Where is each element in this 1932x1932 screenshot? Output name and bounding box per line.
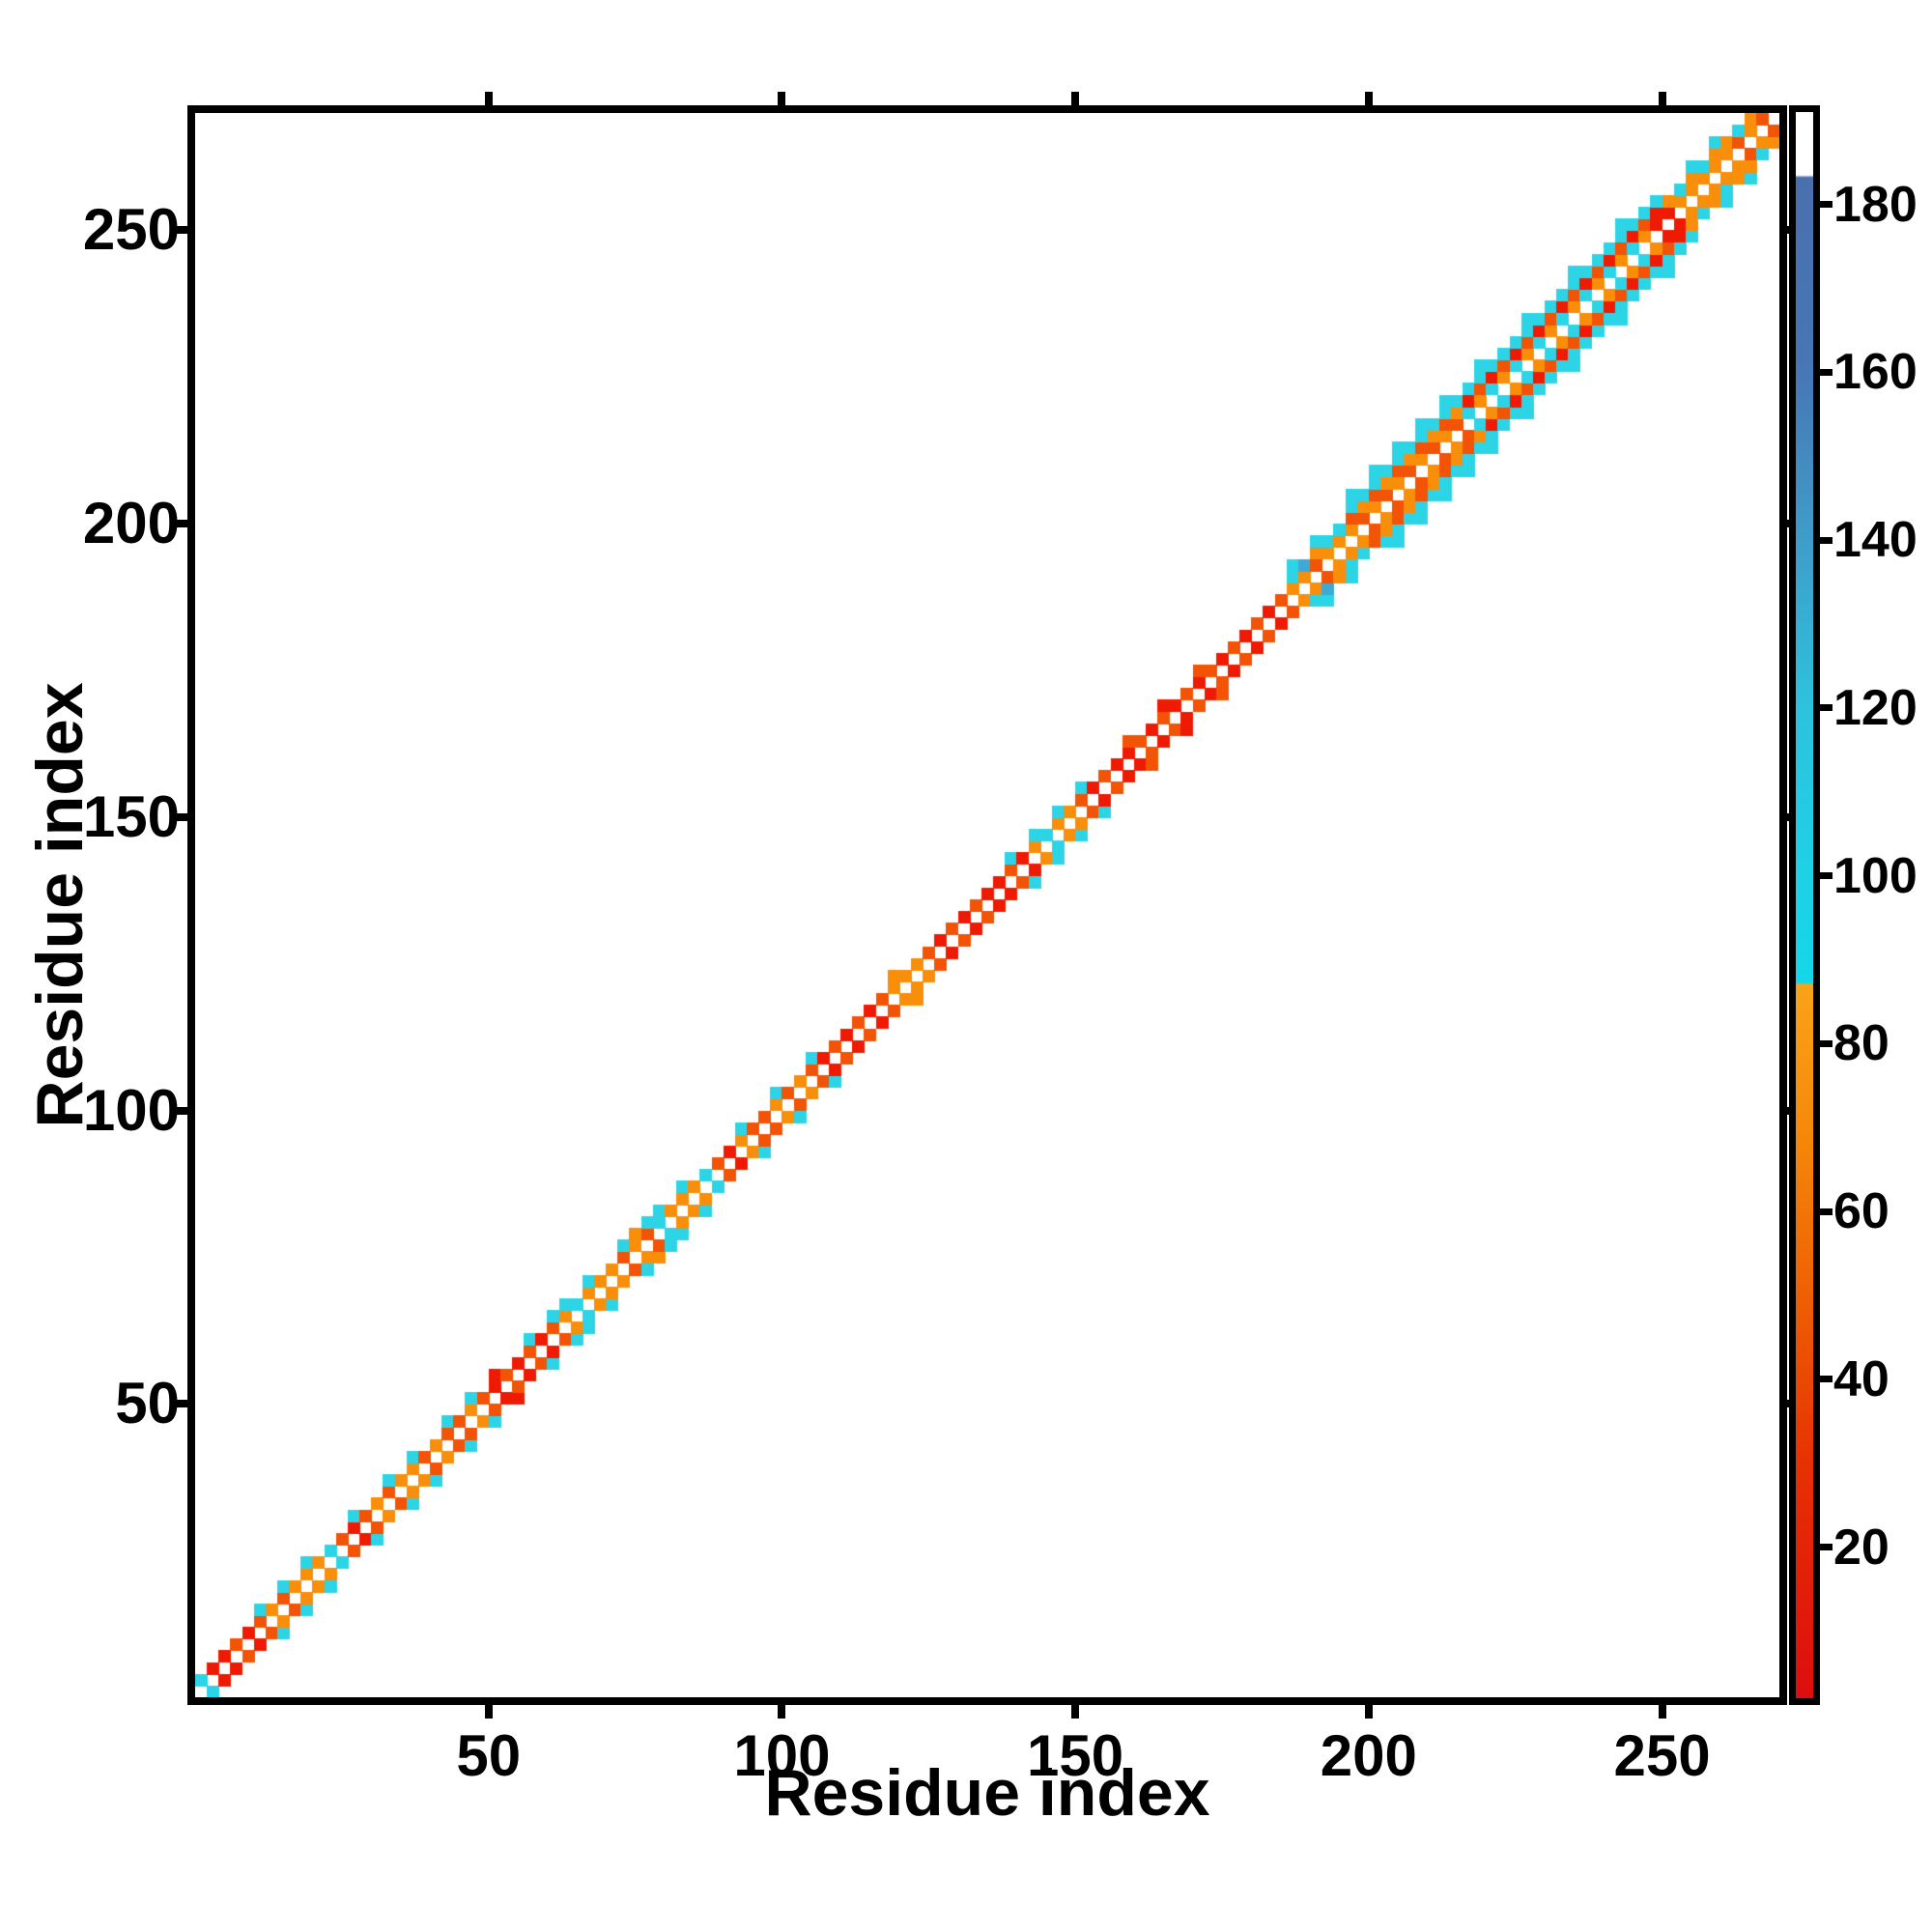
y-tick-label: 50 bbox=[115, 1371, 180, 1436]
y-tick bbox=[174, 812, 187, 821]
x-tick bbox=[778, 1705, 786, 1719]
colorbar-tick bbox=[1820, 1544, 1833, 1551]
colorbar-tick-label: 180 bbox=[1833, 176, 1918, 233]
colorbar-tick-label: 80 bbox=[1833, 1015, 1889, 1072]
colorbar-tick-label: 100 bbox=[1833, 847, 1918, 904]
x-tick-mirror bbox=[1071, 92, 1080, 105]
colorbar-tick bbox=[1820, 201, 1833, 209]
x-tick-label: 100 bbox=[733, 1723, 831, 1788]
x-tick-label: 50 bbox=[456, 1723, 522, 1788]
colorbar-tick-label: 60 bbox=[1833, 1183, 1889, 1240]
colorbar-tick-label: 140 bbox=[1833, 512, 1918, 569]
x-tick-label: 250 bbox=[1613, 1723, 1711, 1788]
colorbar-tick bbox=[1820, 1376, 1833, 1383]
colorbar-tick-label: 20 bbox=[1833, 1519, 1889, 1576]
x-tick bbox=[1364, 1705, 1373, 1719]
colorbar-tick bbox=[1820, 1208, 1833, 1215]
colorbar-tick-label: 120 bbox=[1833, 679, 1918, 736]
y-tick bbox=[174, 520, 187, 528]
colorbar bbox=[1789, 105, 1820, 1705]
colorbar-tick bbox=[1820, 368, 1833, 376]
x-tick bbox=[1658, 1705, 1666, 1719]
x-tick-mirror bbox=[1364, 92, 1373, 105]
y-tick-label: 250 bbox=[82, 197, 180, 263]
x-axis-label: Residue index bbox=[764, 1756, 1210, 1830]
colorbar-tick bbox=[1820, 704, 1833, 712]
y-tick-label: 100 bbox=[82, 1077, 180, 1143]
y-tick-label: 150 bbox=[82, 783, 180, 849]
y-axis-label: Residue index bbox=[23, 682, 97, 1128]
colorbar-tick bbox=[1820, 872, 1833, 880]
colorbar-tick-label: 40 bbox=[1833, 1350, 1889, 1407]
y-tick bbox=[174, 1106, 187, 1115]
residue-distance-heatmap bbox=[195, 113, 1779, 1697]
plot-area bbox=[187, 105, 1787, 1705]
y-tick-label: 200 bbox=[82, 491, 180, 556]
x-tick bbox=[484, 1705, 493, 1719]
x-tick-mirror bbox=[1658, 92, 1666, 105]
colorbar-tick bbox=[1820, 536, 1833, 544]
x-tick-mirror bbox=[484, 92, 493, 105]
colorbar-tick bbox=[1820, 1039, 1833, 1047]
x-tick-mirror bbox=[778, 92, 786, 105]
colorbar-tick-label: 160 bbox=[1833, 344, 1918, 401]
x-tick-label: 200 bbox=[1320, 1723, 1417, 1788]
y-tick bbox=[174, 226, 187, 235]
colorbar-gradient bbox=[1796, 112, 1813, 1698]
x-tick-label: 150 bbox=[1027, 1723, 1124, 1788]
y-tick bbox=[174, 1400, 187, 1408]
x-tick bbox=[1071, 1705, 1080, 1719]
